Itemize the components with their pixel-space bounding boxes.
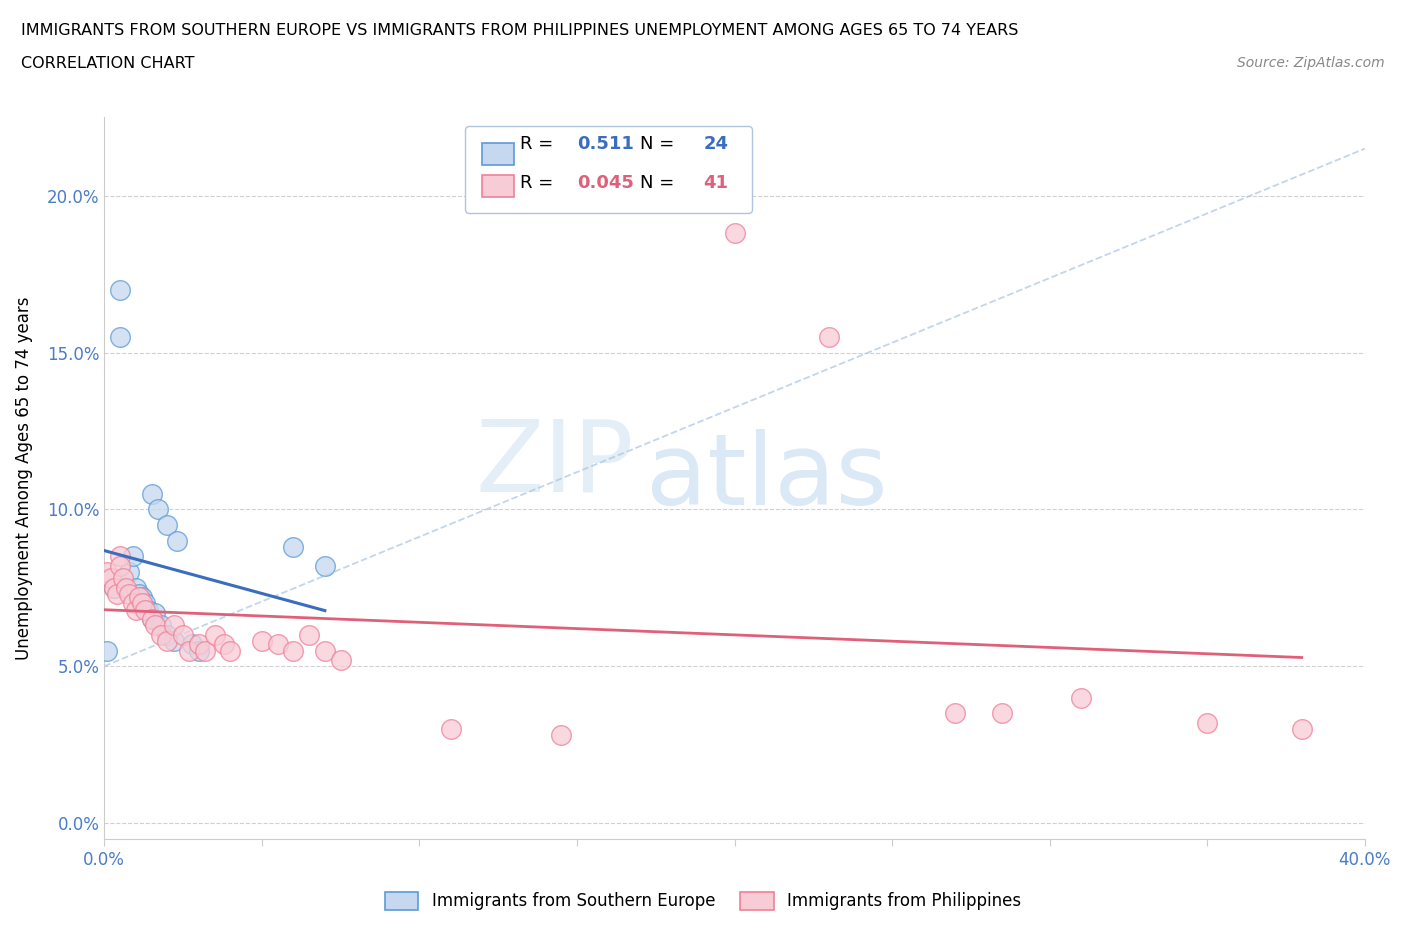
Point bbox=[283, 643, 305, 658]
Point bbox=[314, 643, 336, 658]
Text: R =: R = bbox=[520, 135, 553, 153]
Point bbox=[156, 633, 179, 648]
Legend:                                     ,                                     : , bbox=[465, 126, 752, 213]
Point bbox=[131, 596, 153, 611]
Point bbox=[329, 653, 352, 668]
Text: 24: 24 bbox=[703, 135, 728, 153]
Point bbox=[134, 596, 156, 611]
Point bbox=[149, 618, 172, 632]
Point bbox=[194, 643, 217, 658]
Point bbox=[219, 643, 242, 658]
Text: CORRELATION CHART: CORRELATION CHART bbox=[21, 56, 194, 71]
Point bbox=[143, 605, 166, 620]
Point bbox=[103, 580, 125, 595]
Point bbox=[162, 618, 184, 632]
Point bbox=[108, 558, 131, 573]
Text: 41: 41 bbox=[703, 174, 728, 192]
Point bbox=[108, 329, 131, 344]
Point bbox=[943, 706, 966, 721]
Point bbox=[105, 587, 128, 602]
Point bbox=[108, 549, 131, 564]
Point bbox=[156, 628, 179, 643]
Point bbox=[162, 633, 184, 648]
Point bbox=[143, 618, 166, 632]
Legend: Immigrants from Southern Europe, Immigrants from Philippines: Immigrants from Southern Europe, Immigra… bbox=[378, 885, 1028, 917]
Point bbox=[146, 502, 169, 517]
Point bbox=[166, 533, 188, 548]
Point bbox=[204, 628, 226, 643]
Text: atlas: atlas bbox=[647, 430, 889, 526]
Text: N =: N = bbox=[640, 174, 675, 192]
Text: 0.045: 0.045 bbox=[578, 174, 634, 192]
Point bbox=[181, 637, 204, 652]
Point bbox=[1291, 722, 1313, 737]
Point bbox=[187, 643, 209, 658]
Text: N =: N = bbox=[640, 135, 675, 153]
Point bbox=[96, 565, 118, 579]
Point bbox=[141, 612, 163, 627]
Point bbox=[118, 587, 141, 602]
Point bbox=[149, 628, 172, 643]
Point bbox=[141, 612, 163, 627]
Text: R =: R = bbox=[520, 174, 553, 192]
Point bbox=[128, 590, 150, 604]
Point bbox=[179, 643, 201, 658]
Y-axis label: Unemployment Among Ages 65 to 74 years: Unemployment Among Ages 65 to 74 years bbox=[15, 297, 32, 659]
Point bbox=[314, 558, 336, 573]
Point bbox=[100, 571, 122, 586]
Point bbox=[212, 637, 235, 652]
Point bbox=[298, 628, 321, 643]
Point bbox=[1070, 690, 1092, 705]
Point bbox=[118, 565, 141, 579]
Text: ZIP: ZIP bbox=[475, 415, 634, 512]
Point bbox=[141, 486, 163, 501]
Point bbox=[128, 587, 150, 602]
Point bbox=[125, 580, 148, 595]
Point bbox=[283, 539, 305, 554]
Text: Source: ZipAtlas.com: Source: ZipAtlas.com bbox=[1237, 56, 1385, 70]
Point bbox=[131, 590, 153, 604]
Point bbox=[1197, 715, 1219, 730]
Point bbox=[266, 637, 288, 652]
Point bbox=[138, 603, 160, 618]
Point bbox=[172, 628, 194, 643]
Point bbox=[115, 580, 138, 595]
Point bbox=[991, 706, 1014, 721]
Point bbox=[121, 549, 143, 564]
Point bbox=[125, 603, 148, 618]
Text: IMMIGRANTS FROM SOUTHERN EUROPE VS IMMIGRANTS FROM PHILIPPINES UNEMPLOYMENT AMON: IMMIGRANTS FROM SOUTHERN EUROPE VS IMMIG… bbox=[21, 23, 1018, 38]
Point bbox=[723, 226, 745, 241]
Point bbox=[103, 580, 125, 595]
Point bbox=[440, 722, 463, 737]
Point bbox=[121, 596, 143, 611]
Point bbox=[550, 728, 572, 743]
Point bbox=[250, 633, 273, 648]
Point bbox=[108, 283, 131, 298]
Point bbox=[818, 329, 841, 344]
Point bbox=[112, 571, 135, 586]
Point bbox=[156, 518, 179, 533]
Text: 0.511: 0.511 bbox=[578, 135, 634, 153]
Point bbox=[187, 637, 209, 652]
Point bbox=[134, 603, 156, 618]
Point bbox=[96, 643, 118, 658]
